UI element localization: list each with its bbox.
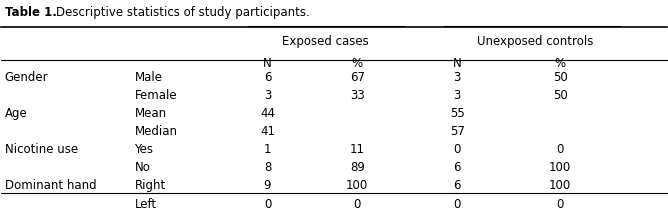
- Text: Dominant hand: Dominant hand: [5, 180, 96, 192]
- Text: Female: Female: [134, 89, 177, 102]
- Text: 100: 100: [346, 180, 369, 192]
- Text: 33: 33: [350, 89, 365, 102]
- Text: Right: Right: [134, 180, 166, 192]
- Text: Male: Male: [134, 71, 162, 84]
- Text: 41: 41: [260, 125, 275, 138]
- Text: Yes: Yes: [134, 143, 154, 156]
- Text: Left: Left: [134, 198, 156, 211]
- Text: N: N: [263, 57, 272, 70]
- Text: 50: 50: [553, 89, 568, 102]
- Text: Mean: Mean: [134, 107, 166, 120]
- Text: 3: 3: [454, 71, 461, 84]
- Text: %: %: [554, 57, 566, 70]
- Text: Exposed cases: Exposed cases: [283, 35, 369, 48]
- Text: 9: 9: [264, 180, 271, 192]
- Text: 0: 0: [556, 198, 564, 211]
- Text: 0: 0: [454, 198, 461, 211]
- Text: 0: 0: [454, 143, 461, 156]
- Text: Nicotine use: Nicotine use: [5, 143, 78, 156]
- Text: 0: 0: [556, 143, 564, 156]
- Text: 57: 57: [450, 125, 464, 138]
- Text: 89: 89: [350, 161, 365, 174]
- Text: 6: 6: [454, 180, 461, 192]
- Text: Descriptive statistics of study participants.: Descriptive statistics of study particip…: [56, 6, 310, 19]
- Text: 44: 44: [260, 107, 275, 120]
- Text: 6: 6: [264, 71, 271, 84]
- Text: Table 1.: Table 1.: [5, 6, 57, 19]
- Text: No: No: [134, 161, 150, 174]
- Text: Unexposed controls: Unexposed controls: [477, 35, 593, 48]
- Text: %: %: [352, 57, 363, 70]
- Text: 8: 8: [264, 161, 271, 174]
- Text: 55: 55: [450, 107, 464, 120]
- Text: 50: 50: [553, 71, 568, 84]
- Text: 11: 11: [350, 143, 365, 156]
- Text: 100: 100: [549, 161, 571, 174]
- Text: 3: 3: [264, 89, 271, 102]
- Text: 100: 100: [549, 180, 571, 192]
- Text: Median: Median: [134, 125, 178, 138]
- Text: N: N: [453, 57, 462, 70]
- Text: Gender: Gender: [5, 71, 48, 84]
- Text: 0: 0: [353, 198, 361, 211]
- Text: 3: 3: [454, 89, 461, 102]
- Text: 67: 67: [350, 71, 365, 84]
- Text: Age: Age: [5, 107, 27, 120]
- Text: 6: 6: [454, 161, 461, 174]
- Text: 1: 1: [264, 143, 271, 156]
- Text: 0: 0: [264, 198, 271, 211]
